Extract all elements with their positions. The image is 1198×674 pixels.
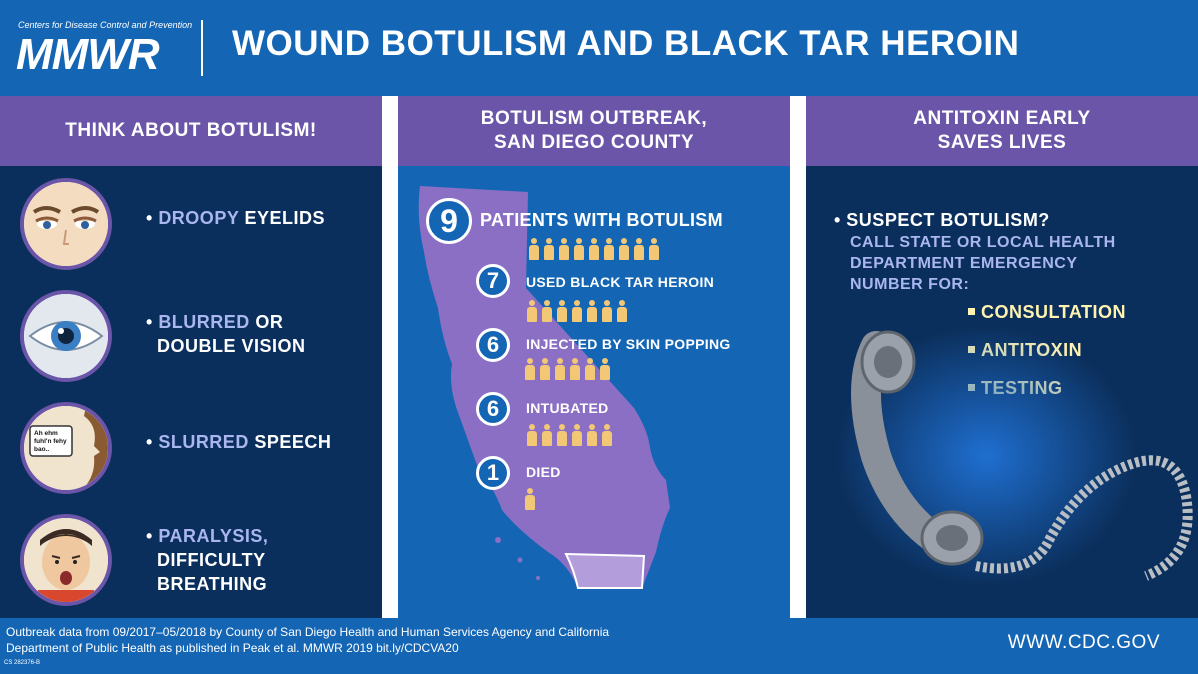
person-icon	[599, 358, 611, 380]
droopy-eyes-icon	[20, 178, 112, 270]
symptom-text: • DROOPY EYELIDS	[146, 208, 326, 228]
speech-icon: Ah ehm fuhl'n fehy bao..	[20, 402, 112, 494]
telephone-handset-icon	[851, 330, 1193, 581]
stat-number: 6	[476, 392, 510, 426]
stat-label: USED BLACK TAR HEROIN	[526, 274, 715, 290]
divider-right	[790, 96, 806, 618]
symptom-text: • PARALYSIS, DIFFICULTY BREATHING	[146, 526, 269, 594]
footer: Outbreak data from 09/2017–05/2018 by Co…	[0, 618, 1198, 674]
person-icon	[616, 300, 628, 322]
person-icon	[524, 488, 536, 510]
antitoxin-heading: ANTITOXIN EARLY SAVES LIVES	[806, 96, 1198, 166]
symptom-paralysis: • PARALYSIS, DIFFICULTY BREATHING	[0, 514, 382, 614]
people-icons	[526, 300, 628, 322]
stat-label: INJECTED BY SKIN POPPING	[526, 336, 731, 352]
person-icon	[543, 238, 555, 260]
eye-icon	[20, 290, 112, 382]
symptoms-heading: THINK ABOUT BOTULISM!	[0, 96, 382, 166]
page-title: WOUND BOTULISM AND BLACK TAR HEROIN	[232, 24, 1020, 63]
person-icon	[556, 300, 568, 322]
face-distress-icon	[20, 514, 112, 606]
person-icon	[554, 358, 566, 380]
person-icon	[526, 300, 538, 322]
person-icon	[569, 358, 581, 380]
person-icon	[603, 238, 615, 260]
mmwr-logo: MMWR	[16, 30, 160, 79]
person-icon	[558, 238, 570, 260]
people-icons	[524, 358, 611, 380]
person-icon	[601, 424, 613, 446]
agency-name: Centers for Disease Control and Preventi…	[18, 20, 193, 30]
cdc-url[interactable]: WWW.CDC.GOV	[1007, 632, 1160, 653]
stat-number: 9	[426, 198, 472, 244]
stat-label: PATIENTS WITH BOTULISM	[480, 210, 723, 230]
person-icon	[539, 358, 551, 380]
person-icon	[573, 238, 585, 260]
source-citation: Outbreak data from 09/2017–05/2018 by Co…	[6, 625, 610, 655]
person-icon	[588, 238, 600, 260]
stat-label: DIED	[526, 464, 561, 480]
person-icon	[526, 424, 538, 446]
symptom-text: • BLURRED OR DOUBLE VISION	[146, 312, 306, 356]
person-icon	[601, 300, 613, 322]
person-icon	[541, 424, 553, 446]
people-icons	[528, 238, 660, 260]
stat-number: 7	[476, 264, 510, 298]
person-icon	[618, 238, 630, 260]
person-icon	[586, 300, 598, 322]
speech-bubble-text: Ah ehm fuhl'n fehy bao..	[34, 430, 67, 453]
person-icon	[584, 358, 596, 380]
person-icon	[556, 424, 568, 446]
stat-label: INTUBATED	[526, 400, 609, 416]
people-icons	[524, 488, 536, 510]
symptom-blurred-vision: • BLURRED OR DOUBLE VISION	[0, 290, 382, 390]
divider-left	[382, 96, 398, 618]
call-instructions: CALL STATE OR LOCAL HEALTH DEPARTMENT EM…	[850, 234, 1116, 293]
stat-number: 1	[476, 456, 510, 490]
symptom-slurred-speech: Ah ehm fuhl'n fehy bao.. • SLURRED SPEEC…	[0, 402, 382, 502]
person-icon	[528, 238, 540, 260]
person-icon	[586, 424, 598, 446]
option-consultation: CONSULTATION	[968, 302, 1126, 323]
person-icon	[571, 300, 583, 322]
people-icons	[526, 424, 613, 446]
header-divider	[201, 20, 203, 76]
symptoms-panel: THINK ABOUT BOTULISM! • DROOPY EYELIDS	[0, 96, 382, 618]
publication-code: CS 282376-B	[4, 660, 41, 666]
symptom-droopy-eyelids: • DROOPY EYELIDS	[0, 178, 382, 278]
header: Centers for Disease Control and Preventi…	[0, 0, 1198, 96]
symptom-text: • SLURRED SPEECH	[146, 432, 332, 452]
person-icon	[633, 238, 645, 260]
outbreak-panel: BOTULISM OUTBREAK, SAN DIEGO COUNTY 9 PA…	[398, 96, 790, 618]
person-icon	[541, 300, 553, 322]
suspect-botulism: • SUSPECT BOTULISM?	[834, 210, 1050, 230]
person-icon	[571, 424, 583, 446]
outbreak-heading: BOTULISM OUTBREAK, SAN DIEGO COUNTY	[398, 96, 790, 166]
person-icon	[524, 358, 536, 380]
antitoxin-panel: ANTITOXIN EARLY SAVES LIVES • SUSPECT BO…	[806, 96, 1198, 618]
person-icon	[648, 238, 660, 260]
stat-number: 6	[476, 328, 510, 362]
